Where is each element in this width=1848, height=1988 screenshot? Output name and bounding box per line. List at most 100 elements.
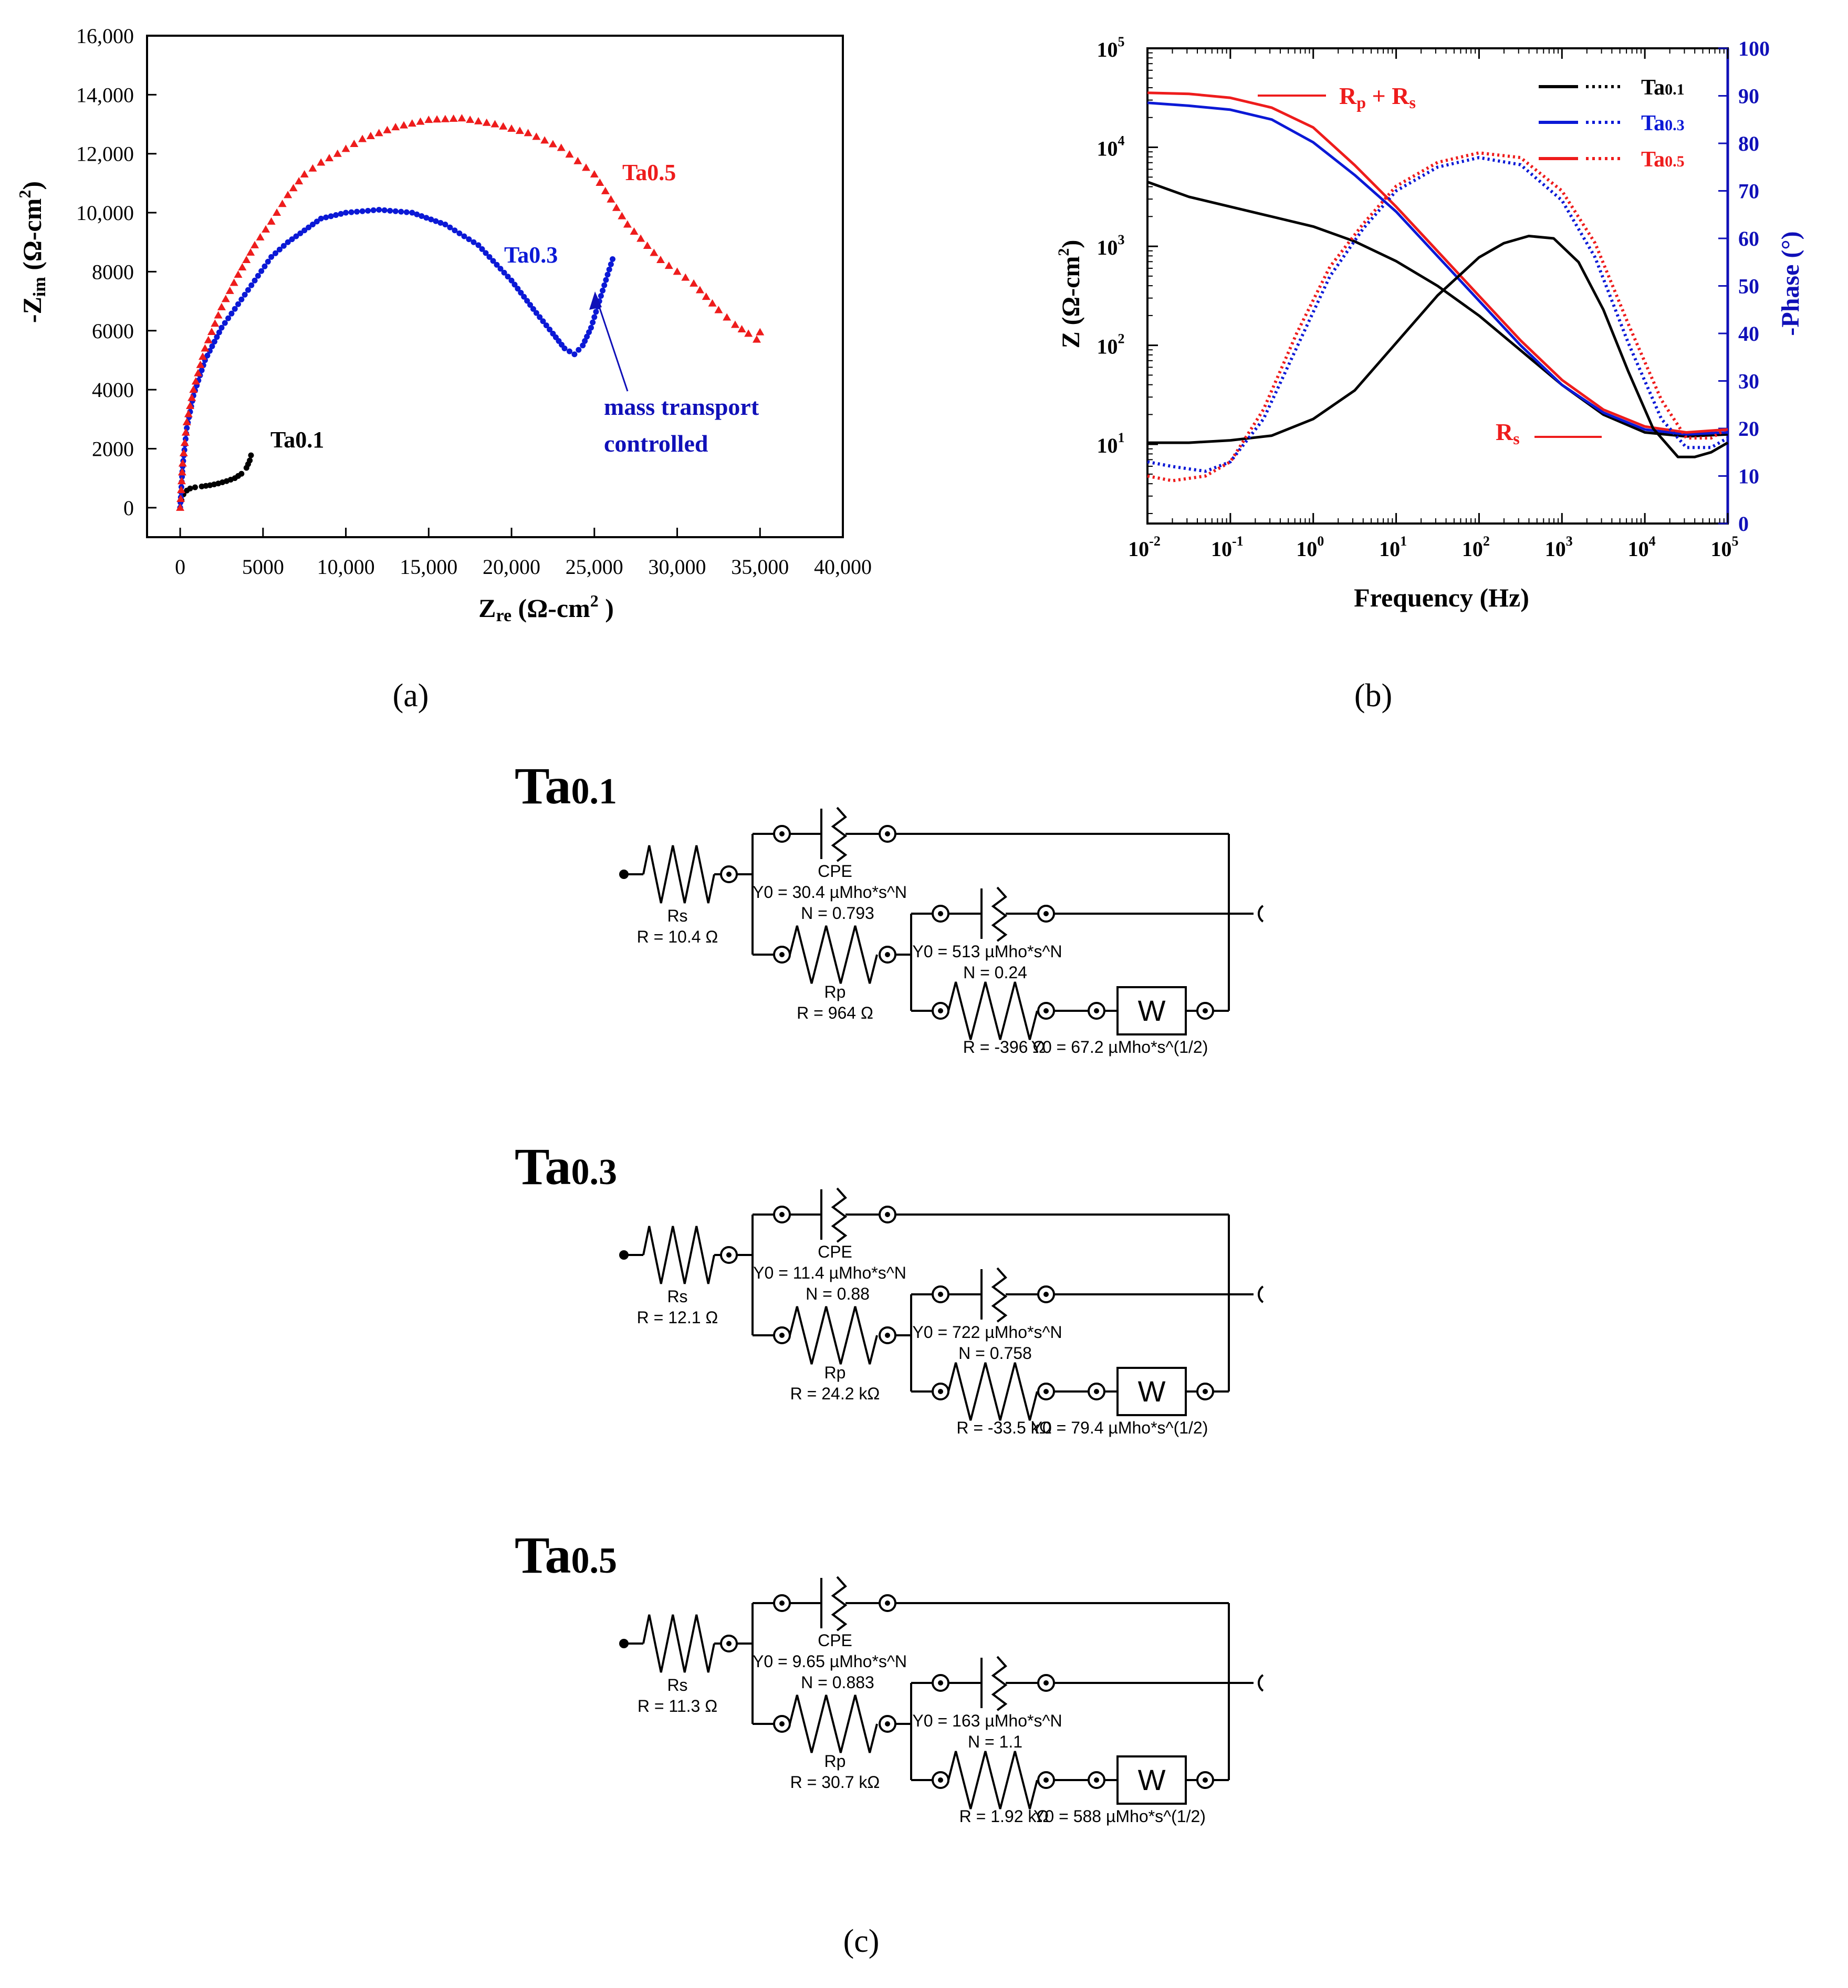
nyquist-point bbox=[603, 277, 609, 283]
nyquist-point bbox=[606, 266, 612, 273]
nyquist-y-tick-label: 10,000 bbox=[76, 201, 134, 225]
nyquist-point bbox=[333, 149, 342, 157]
nyquist-point bbox=[285, 239, 291, 245]
panel-label-c: (c) bbox=[843, 1923, 880, 1959]
circuit-node-dot bbox=[1094, 1777, 1099, 1783]
circuit-node-dot bbox=[938, 1389, 943, 1394]
nyquist-point bbox=[381, 207, 388, 213]
nyquist-point bbox=[318, 215, 324, 222]
nyquist-point bbox=[354, 208, 360, 215]
nyquist-chart: 0 5000 10,000 15,000 20,000 25,000 30,000 35,00… bbox=[15, 24, 872, 625]
nyquist-point bbox=[276, 246, 283, 253]
annotation-ta01: Ta0.1 bbox=[270, 427, 324, 453]
nyquist-point bbox=[207, 328, 216, 336]
nyquist-point bbox=[576, 347, 582, 353]
nyquist-point bbox=[189, 385, 198, 393]
circuit-node-dot bbox=[726, 1641, 732, 1646]
nyquist-point bbox=[199, 352, 207, 360]
nyquist-point bbox=[505, 274, 511, 280]
nyquist-point bbox=[600, 287, 606, 294]
bode-phase-tick-label: 90 bbox=[1738, 85, 1759, 108]
nyquist-point bbox=[284, 191, 293, 198]
nyquist-point bbox=[414, 211, 420, 217]
nyquist-point bbox=[358, 134, 367, 142]
resistor-rs bbox=[642, 1614, 715, 1673]
resistor-rp bbox=[789, 1694, 878, 1753]
nyquist-point bbox=[317, 158, 326, 166]
circuit-node-dot bbox=[885, 1333, 890, 1338]
nyquist-point bbox=[301, 227, 308, 234]
nyquist-point bbox=[479, 246, 485, 252]
annotation-rp-rs: Rp + Rs bbox=[1339, 82, 1416, 112]
cpe1-y0: Y0 = 30.4 µMho*s^N bbox=[753, 883, 907, 902]
rs-label: Rs bbox=[667, 1287, 687, 1306]
svg-text:Ta0.3: Ta0.3 bbox=[1641, 111, 1685, 135]
nyquist-y-tick-label: 6000 bbox=[92, 319, 134, 343]
nyquist-point bbox=[507, 124, 516, 132]
rs-value: R = 10.4 Ω bbox=[637, 927, 718, 946]
circuit-node-dot bbox=[1203, 1389, 1208, 1394]
nyquist-point bbox=[461, 233, 467, 239]
cpe2-y0: Y0 = 722 µMho*s^N bbox=[912, 1323, 1062, 1342]
circuit-2: Ta0.3 Rs R = 12.1 Ω CPE Y0 = 11.4 µMho*s^N N … bbox=[515, 1137, 1264, 1437]
warburg-label: W bbox=[1138, 994, 1166, 1027]
nyquist-y-tick-label: 14,000 bbox=[76, 83, 134, 107]
nyquist-point bbox=[608, 261, 614, 267]
circuit-node-dot bbox=[885, 1600, 890, 1606]
nyquist-point bbox=[457, 114, 466, 122]
nyquist-point bbox=[618, 212, 627, 219]
nyquist-point bbox=[229, 278, 238, 286]
bode-y-tick-label: 103 bbox=[1097, 232, 1125, 259]
nyquist-point bbox=[533, 310, 539, 316]
bode-y-axis-label: Z (Ω-cm2) bbox=[1055, 240, 1085, 349]
nyquist-point bbox=[199, 367, 205, 373]
nyquist-point bbox=[325, 154, 334, 162]
bode-series-ta05z bbox=[1147, 91, 1728, 434]
nyquist-series-ta03 bbox=[177, 206, 615, 511]
warburg-y0: Y0 = 67.2 µMho*s^(1/2) bbox=[1031, 1038, 1208, 1056]
nyquist-point bbox=[557, 143, 566, 151]
nyquist-point bbox=[273, 208, 281, 216]
nyquist-point bbox=[547, 327, 553, 333]
nyquist-point bbox=[328, 213, 334, 219]
nyquist-point bbox=[184, 410, 193, 417]
warburg-label: W bbox=[1138, 1375, 1166, 1408]
nyquist-series-ta05 bbox=[176, 114, 765, 511]
circuit-node-dot bbox=[1203, 1777, 1208, 1783]
nyquist-point bbox=[179, 448, 188, 456]
nyquist-point bbox=[543, 322, 549, 329]
warburg-y0: Y0 = 588 µMho*s^(1/2) bbox=[1033, 1807, 1206, 1826]
nyquist-point bbox=[252, 277, 258, 284]
bode-phase-tick-label: 20 bbox=[1738, 417, 1759, 441]
rs-label: Rs bbox=[667, 906, 687, 925]
nyquist-point bbox=[221, 295, 230, 302]
nyquist-point bbox=[187, 393, 196, 401]
nyquist-point bbox=[447, 224, 453, 231]
nyquist-point bbox=[341, 144, 350, 152]
nyquist-point bbox=[433, 218, 439, 224]
nyquist-point bbox=[582, 163, 591, 171]
circuit-node-dot bbox=[726, 1252, 732, 1258]
nyquist-point bbox=[565, 150, 574, 158]
nyquist-point bbox=[278, 200, 287, 207]
cpe1-y0: Y0 = 9.65 µMho*s^N bbox=[753, 1652, 907, 1671]
circuit-node-dot bbox=[1043, 911, 1049, 916]
bode-series-ta03z bbox=[1147, 101, 1728, 436]
nyquist-point bbox=[201, 344, 210, 352]
nyquist-point bbox=[752, 335, 761, 343]
nyquist-point bbox=[323, 214, 329, 221]
circuit-title: Ta0.3 bbox=[515, 1137, 617, 1196]
bode-y-tick-label: 102 bbox=[1097, 331, 1125, 359]
legend-entry-ta05: Ta0.5 bbox=[1539, 148, 1685, 172]
nyquist-point bbox=[289, 236, 295, 243]
nyquist-point bbox=[433, 115, 442, 123]
svg-text:Ta0.1: Ta0.1 bbox=[1641, 76, 1685, 100]
nyquist-point bbox=[474, 117, 483, 124]
nyquist-point bbox=[295, 177, 304, 185]
circuit-node-dot bbox=[938, 1008, 943, 1013]
rp-value: R = 24.2 kΩ bbox=[790, 1384, 880, 1403]
resistor-r3 bbox=[947, 981, 1038, 1040]
annotation-ta03: Ta0.3 bbox=[504, 242, 558, 268]
svg-text:Ta0.5: Ta0.5 bbox=[1641, 148, 1685, 172]
nyquist-point bbox=[482, 118, 491, 126]
